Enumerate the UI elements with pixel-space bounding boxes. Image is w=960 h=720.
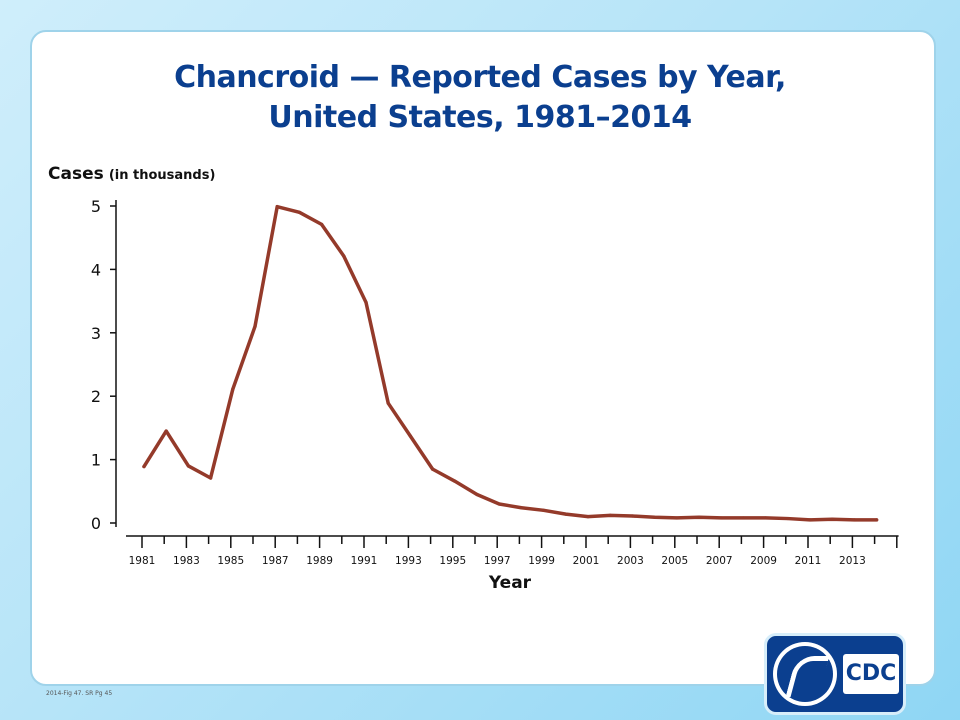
y-tick-label: 2: [91, 387, 101, 406]
y-tick-label: 4: [91, 260, 101, 279]
data-point: [231, 387, 235, 391]
y-tick-label: 5: [91, 197, 101, 216]
data-point: [209, 476, 213, 480]
data-point: [608, 513, 612, 517]
chart-title-line-1: Chancroid — Reported Cases by Year,: [174, 60, 786, 95]
data-point: [741, 516, 746, 520]
data-point: [186, 464, 190, 468]
x-tick-label: 1993: [395, 555, 422, 567]
data-point: [297, 210, 301, 214]
data-point: [786, 516, 790, 521]
chart-title: Chancroid — Reported Cases by Year, Unit…: [0, 58, 960, 138]
data-point: [253, 324, 257, 329]
y-axis-label-unit: (in thousands): [108, 168, 216, 183]
x-tick-label: 1981: [129, 555, 156, 567]
data-point: [630, 514, 635, 518]
data-point: [519, 506, 524, 510]
data-point: [653, 515, 657, 519]
cdc-logo: CDC: [764, 633, 906, 715]
x-tick-label: 2005: [661, 555, 688, 567]
data-point: [275, 205, 279, 209]
cdc-logo-text: CDC: [843, 654, 899, 694]
chart-title-line-2: United States, 1981–2014: [268, 100, 692, 135]
x-tick-label: 1987: [262, 555, 289, 567]
data-point: [320, 222, 324, 226]
data-point: [586, 515, 590, 519]
y-tick-label: 1: [91, 451, 101, 470]
x-tick-label: 1985: [217, 555, 244, 567]
x-tick-label: 2007: [706, 555, 733, 567]
data-point: [564, 512, 568, 516]
data-point: [408, 434, 412, 438]
x-tick-label: 1991: [351, 555, 378, 567]
data-point: [342, 254, 346, 258]
data-point: [719, 516, 723, 520]
hhs-seal-icon: [773, 642, 837, 706]
y-axis-label-main: Cases: [48, 164, 104, 184]
data-point: [475, 492, 479, 497]
data-point: [364, 300, 368, 304]
x-tick-label: 2001: [573, 555, 600, 567]
y-tick-label: 0: [91, 514, 101, 533]
x-axis-label: Year: [488, 573, 532, 593]
data-point: [808, 518, 812, 522]
x-tick-label: 2011: [795, 555, 822, 567]
footnote: 2014-Fig 47. SR Pg 45: [46, 690, 113, 697]
data-point: [675, 516, 679, 520]
data-point: [164, 429, 168, 433]
x-tick-label: 1997: [484, 555, 511, 567]
data-point: [697, 515, 701, 519]
data-point: [453, 479, 457, 483]
data-point: [142, 464, 146, 469]
chart-panel: [30, 30, 936, 686]
data-point: [542, 508, 546, 512]
data-point: [431, 467, 435, 471]
x-tick-label: 2003: [617, 555, 644, 567]
x-tick-label: 2013: [839, 555, 866, 567]
x-tick-label: 1999: [528, 555, 555, 567]
cases-line: [142, 204, 879, 522]
data-point: [497, 502, 501, 506]
data-point: [852, 518, 857, 522]
data-point: [386, 401, 390, 405]
data-point: [830, 517, 834, 521]
data-point: [764, 516, 768, 520]
x-tick-label: 1995: [439, 555, 466, 567]
x-tick-label: 1989: [306, 555, 333, 567]
y-tick-label: 3: [91, 324, 101, 343]
y-axis-label: Cases (in thousands): [48, 164, 215, 184]
x-tick-label: 1983: [173, 555, 200, 567]
x-tick-label: 2009: [750, 555, 777, 567]
data-point: [875, 518, 879, 522]
